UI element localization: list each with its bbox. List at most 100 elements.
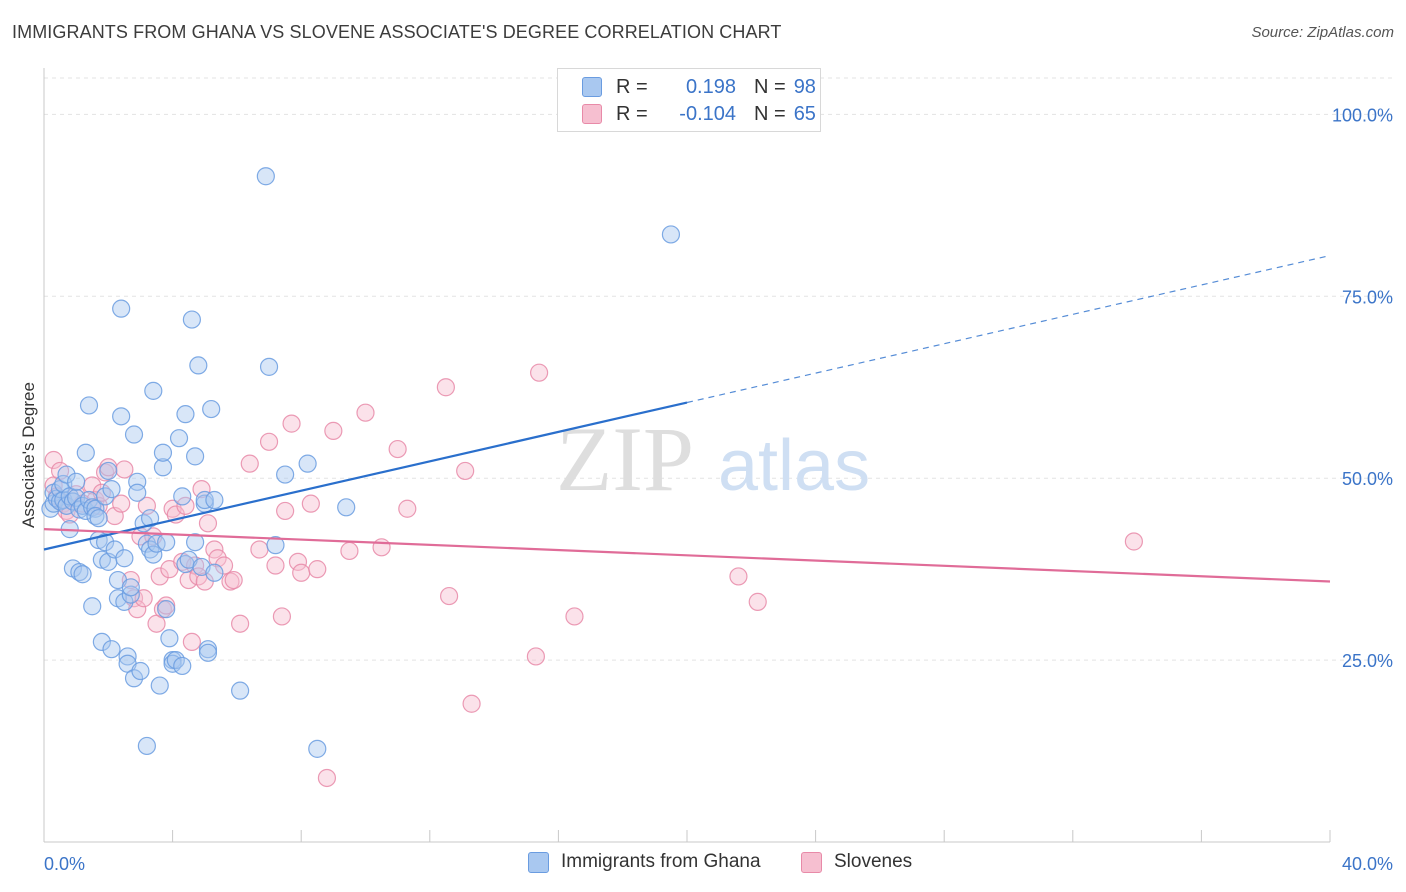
legend-swatch-ghana (582, 77, 602, 97)
ghana-point (102, 640, 121, 659)
ghana-point (137, 534, 156, 553)
ghana-point (266, 536, 285, 555)
slovene-point (112, 494, 131, 513)
slovene-point (250, 540, 269, 559)
slovene-point (198, 514, 218, 533)
ghana-point (89, 509, 108, 528)
ghana-point (118, 647, 137, 666)
ghana-point (79, 396, 99, 415)
ghana-point (121, 578, 140, 597)
slovene-point (356, 403, 375, 422)
legend-row-slovene: R = -0.104 N = 65 (582, 102, 816, 126)
ghana-point (137, 736, 156, 756)
ghana-point (157, 533, 176, 552)
slovene-point (1124, 532, 1143, 551)
slovene-point (231, 614, 250, 633)
ghana-point (153, 458, 173, 477)
x-tick-label: 0.0% (44, 854, 85, 874)
ghana-point (186, 447, 205, 466)
ghana-point (186, 533, 205, 552)
slovene-trend-line (43, 528, 1331, 583)
ghana-point (205, 490, 224, 510)
bottom-legend-swatch-ghana (528, 851, 549, 873)
ghana-point (173, 656, 192, 676)
ghana-point (150, 676, 169, 695)
slovene-point (214, 556, 234, 575)
watermark: ZIP atlas (556, 408, 870, 510)
legend-r-value: 0.198 (685, 75, 736, 98)
ghana-point (70, 562, 89, 582)
watermark-zip: ZIP (556, 408, 694, 510)
ghana-point (144, 545, 163, 564)
slovene-point (288, 552, 308, 571)
legend-n-label: N = (754, 102, 786, 125)
legend-n-value: 98 (793, 75, 816, 98)
axes (43, 68, 1331, 843)
slovene-point (282, 414, 301, 433)
y-tick-label: 75.0% (1342, 287, 1393, 307)
bottom-legend-ghana: Immigrants from Ghana (528, 851, 761, 873)
ghana-point (157, 600, 176, 619)
ghana-point (131, 661, 150, 681)
slovene-point (530, 363, 549, 382)
ghana-point (308, 739, 327, 758)
ghana-point (189, 356, 208, 375)
watermark-atlas: atlas (718, 426, 870, 506)
legend-n-label: N = (754, 75, 786, 98)
ghana-point (67, 472, 86, 491)
bottom-legend-swatch-slovene (801, 851, 822, 873)
tick-labels: 25.0% 50.0% 75.0% 100.0% 0.0% 40.0% (44, 105, 1393, 874)
trend-lines (43, 254, 1331, 583)
ghana-point (661, 225, 681, 244)
slovene-point (748, 592, 767, 611)
ghana-point (57, 465, 76, 484)
slovene-point (340, 541, 359, 561)
ghana-point (298, 454, 317, 473)
ghana-point (140, 509, 160, 528)
y-axis-label: Associate's Degree (19, 382, 38, 528)
slovene-point (565, 607, 584, 626)
slovene-point (266, 556, 285, 575)
ghana-point (147, 534, 166, 553)
ghana-point (231, 681, 250, 700)
slovene-point (324, 421, 343, 440)
slovene-point (372, 538, 391, 557)
ghana-point (115, 549, 134, 568)
ghana-point (95, 533, 115, 552)
ghana-point (144, 381, 163, 400)
slovene-point (729, 567, 748, 586)
ghana-point (173, 487, 192, 506)
ghana-trend-extension (686, 254, 1331, 404)
correlation-legend: R = 0.198 N = 98 R = -0.104 N = 65 (557, 68, 821, 132)
ghana-point (276, 465, 295, 484)
slovene-point (259, 432, 279, 451)
ghana-point (337, 498, 356, 517)
ghana-point (128, 483, 147, 502)
slovene-point (272, 607, 292, 626)
legend-r-label: R = (616, 102, 648, 125)
slovene-point (182, 632, 201, 652)
ghana-point (83, 597, 102, 616)
ghana-point (205, 563, 224, 582)
ghana-point (176, 405, 195, 424)
ghana-point (99, 461, 118, 481)
legend-r-label: R = (616, 75, 648, 98)
ghana-point (95, 487, 115, 506)
ghana-point (102, 480, 121, 499)
y-tick-label: 100.0% (1332, 105, 1393, 125)
ghana-point (128, 472, 147, 491)
legend-swatch-slovene (582, 104, 602, 124)
slovene-point (208, 549, 227, 568)
y-tick-label: 50.0% (1342, 469, 1393, 489)
x-tick-label: 40.0% (1342, 854, 1393, 874)
legend-row-ghana: R = 0.198 N = 98 (582, 75, 816, 99)
ghana-point (182, 310, 201, 329)
slovene-point (121, 570, 140, 590)
slovene-point (398, 499, 417, 518)
ghana-point (112, 299, 131, 318)
slovene-point (192, 480, 211, 499)
grid-lines (44, 77, 1392, 661)
slovene-point (388, 439, 407, 459)
slovene-point (456, 461, 475, 481)
